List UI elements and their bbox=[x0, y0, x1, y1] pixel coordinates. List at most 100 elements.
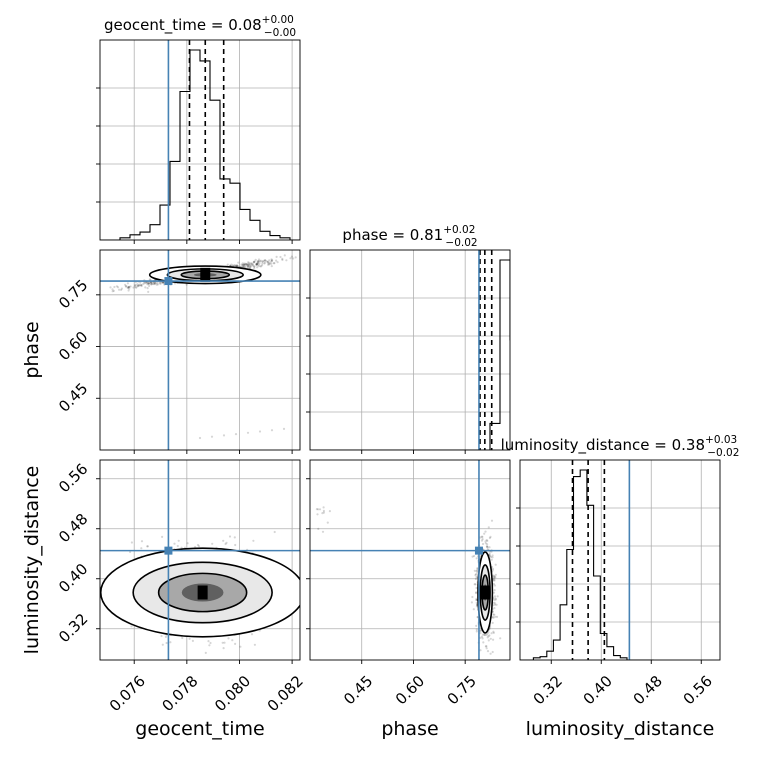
scatter-point bbox=[475, 601, 478, 605]
scatter-point bbox=[245, 264, 248, 267]
scatter-point bbox=[475, 586, 478, 590]
hist-group-luminosity_distance bbox=[520, 460, 654, 660]
scatter-point bbox=[113, 285, 116, 289]
scatter-point bbox=[148, 278, 151, 281]
scatter-point bbox=[270, 429, 274, 432]
scatter-point bbox=[307, 257, 309, 259]
scatter-point bbox=[268, 263, 271, 266]
scatter-point bbox=[185, 283, 188, 286]
scatter-point bbox=[146, 283, 149, 286]
scatter-point bbox=[492, 613, 495, 616]
scatter-point bbox=[270, 262, 273, 265]
scatter-point bbox=[481, 542, 485, 546]
scatter-point bbox=[273, 262, 276, 265]
scatter-point bbox=[491, 567, 495, 571]
scatter-point bbox=[242, 263, 245, 266]
scatter-point bbox=[474, 583, 477, 586]
scatter-point bbox=[475, 597, 478, 600]
scatter-point bbox=[315, 250, 317, 252]
scatter-point bbox=[489, 535, 492, 539]
scatter-point bbox=[488, 554, 491, 557]
scatter-point bbox=[154, 282, 157, 285]
scatter-point bbox=[150, 283, 153, 286]
scatter-point bbox=[493, 575, 496, 578]
scatter-point bbox=[488, 536, 491, 540]
hist-grid-luminosity_distance bbox=[520, 460, 720, 660]
histogram-phase bbox=[310, 259, 510, 450]
title-main-luminosity_distance: luminosity_distance = 0.38 bbox=[501, 436, 705, 455]
scatter-point bbox=[475, 592, 478, 595]
density-peak-luminosity_distance_vs_phase bbox=[480, 585, 491, 600]
scatter-point bbox=[127, 289, 130, 292]
scatter-point bbox=[229, 264, 232, 267]
scatter-point bbox=[254, 258, 257, 261]
scatter-point bbox=[147, 282, 150, 286]
scatter-point bbox=[473, 583, 476, 586]
scatter-point bbox=[474, 574, 477, 577]
scatter-point bbox=[265, 260, 268, 263]
scatter-point bbox=[196, 543, 200, 547]
y-tick-label-phase-1: 0.60 bbox=[55, 328, 91, 364]
scatter-point bbox=[252, 539, 255, 542]
scatter-point bbox=[139, 281, 142, 284]
scatter-point bbox=[246, 262, 249, 265]
scatter-point bbox=[147, 282, 150, 285]
scatter-point bbox=[164, 635, 167, 639]
scatter-point bbox=[115, 285, 118, 288]
scatter-point bbox=[247, 263, 250, 266]
scatter-point bbox=[153, 282, 156, 285]
scatter-point bbox=[147, 282, 150, 285]
scatter-point bbox=[494, 597, 497, 600]
scatter-point bbox=[487, 639, 490, 642]
scatter-point bbox=[234, 642, 237, 646]
scatter-point bbox=[316, 513, 319, 516]
scatter-point bbox=[493, 576, 496, 579]
title-sub-phase: −0.02 bbox=[445, 237, 477, 249]
scatter-point bbox=[317, 527, 320, 531]
scatter-point bbox=[253, 265, 256, 268]
scatter-point bbox=[248, 261, 251, 264]
y-tick-label-phase-2: 0.75 bbox=[55, 276, 91, 312]
scatter-point bbox=[491, 621, 494, 625]
title-sub-luminosity_distance: −0.02 bbox=[707, 447, 739, 459]
hist-frame-geocent_time bbox=[99, 39, 301, 241]
scatter-point bbox=[486, 650, 490, 653]
scatter-point bbox=[237, 261, 240, 264]
scatter-point bbox=[318, 508, 322, 511]
scatter-point bbox=[155, 283, 158, 286]
scatter-point bbox=[275, 259, 278, 262]
scatter-point bbox=[270, 260, 273, 263]
x-tick-label-phase-0: 0.45 bbox=[340, 672, 376, 708]
scatter-point bbox=[165, 641, 168, 645]
density-peak-phase_vs_geocent_time bbox=[200, 267, 211, 282]
scatter-point bbox=[266, 260, 270, 263]
scatter-point bbox=[476, 615, 479, 619]
scatter-point bbox=[483, 633, 486, 637]
scatter-point bbox=[250, 633, 254, 636]
scatter-point bbox=[233, 536, 236, 539]
scatter-point bbox=[155, 282, 158, 285]
scatter-point bbox=[495, 603, 498, 606]
scatter-point bbox=[264, 259, 267, 262]
x-tick-label-luminosity_distance-3: 0.56 bbox=[680, 672, 716, 708]
scatter-point bbox=[208, 644, 211, 647]
title-sub-geocent_time: −0.00 bbox=[264, 27, 296, 39]
x-tick-label-geocent_time-2: 0.080 bbox=[211, 672, 254, 715]
scatter-point bbox=[256, 260, 259, 263]
scatter-point bbox=[241, 262, 244, 265]
scatter-point bbox=[231, 639, 234, 642]
scatter-point bbox=[246, 431, 250, 434]
scatter-point bbox=[250, 262, 253, 265]
scatter-point bbox=[272, 262, 275, 265]
scatter-point bbox=[475, 575, 478, 579]
scatter-point bbox=[322, 509, 325, 512]
scatter-point bbox=[221, 641, 224, 644]
truth-marker-luminosity_distance_vs_geocent_time bbox=[164, 546, 173, 555]
scatter-point bbox=[475, 591, 478, 594]
scatter-point bbox=[263, 261, 266, 264]
scatter-point bbox=[138, 284, 141, 287]
scatter-point bbox=[133, 284, 137, 287]
scatter-point bbox=[273, 530, 276, 534]
histogram-geocent_time bbox=[100, 49, 300, 240]
scatter-point bbox=[154, 282, 157, 285]
